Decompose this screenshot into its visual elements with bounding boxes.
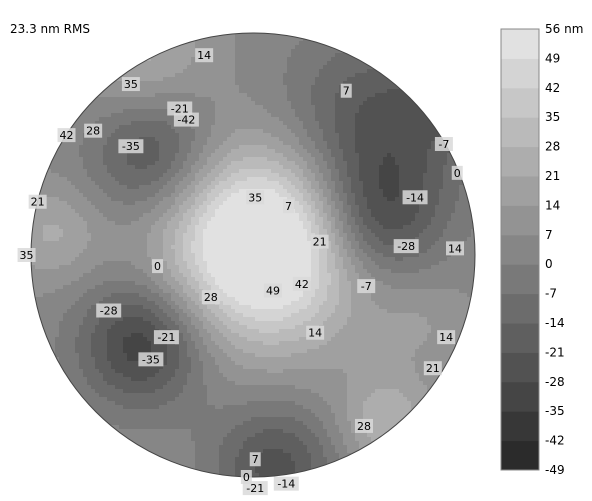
contour-label: 7 (283, 199, 294, 213)
contour-label: -21 (243, 481, 268, 495)
contour-label: 14 (437, 330, 455, 344)
contour-label: -35 (138, 352, 163, 366)
contour-bands (31, 33, 476, 478)
colorbar-tick-label: -21 (545, 345, 565, 359)
colorbar-tick-label: 7 (545, 228, 553, 242)
contour-label: 35 (122, 77, 140, 91)
contour-label: -35 (118, 139, 143, 153)
contour-label: 49 (264, 284, 282, 298)
contour-label: 21 (424, 361, 442, 375)
colorbar-tick-label: -49 (545, 463, 565, 477)
colorbar-band (501, 352, 539, 382)
colorbar-tick-label: 0 (545, 257, 553, 271)
contour-label: 21 (311, 235, 329, 249)
contour-label: -7 (435, 137, 453, 151)
contour-label: 28 (355, 419, 373, 433)
contour-label: -28 (96, 304, 121, 318)
colorbar-tick-label: 35 (545, 110, 560, 124)
colorbar-tick-label: 21 (545, 169, 560, 183)
colorbar-band (501, 58, 539, 88)
contour-label: 0 (152, 259, 163, 273)
colorbar-band (501, 176, 539, 206)
contour-label: 42 (58, 128, 76, 142)
contour-label: 35 (246, 190, 264, 204)
colorbar-tick-label: 56 nm (545, 22, 583, 36)
colorbar-band (501, 294, 539, 324)
colorbar-tick-label: 42 (545, 81, 560, 95)
colorbar-tick-label: 49 (545, 51, 560, 65)
contour-label: 28 (202, 290, 220, 304)
colorbar-band (501, 323, 539, 353)
contour-label: 21 (29, 195, 47, 209)
colorbar-tick-label: -14 (545, 316, 565, 330)
colorbar-tick-label: 14 (545, 198, 560, 212)
contour-label: -42 (174, 113, 199, 127)
colorbar-band (501, 235, 539, 265)
colorbar-band (501, 88, 539, 118)
colorbar-tick-label: -42 (545, 434, 565, 448)
contour-label: -14 (403, 190, 428, 204)
contour-label: 14 (306, 326, 324, 340)
colorbar-tick-label: -35 (545, 404, 565, 418)
contour-label: -21 (154, 330, 179, 344)
contour-label: 7 (341, 84, 352, 98)
colorbar-band (501, 117, 539, 147)
contour-label: 7 (250, 452, 261, 466)
contour-label: -14 (274, 477, 299, 491)
colorbar-band (501, 205, 539, 235)
contour-label: -7 (357, 279, 375, 293)
colorbar-tick-label: 28 (545, 140, 560, 154)
colorbar-band (501, 29, 539, 59)
colorbar-band (501, 411, 539, 441)
colorbar-tick-label: -7 (545, 287, 557, 301)
contour-label: 28 (84, 124, 102, 138)
colorbar: 56 nm 49 42 35 28 21 14 7 0 -7 -14 -21 -28 -35 -42 -49 (501, 22, 583, 477)
colorbar-band (501, 147, 539, 177)
contour-label: 35 (18, 248, 36, 262)
contour-label: 42 (293, 277, 311, 291)
contour-label: 14 (195, 48, 213, 62)
colorbar-band (501, 441, 539, 471)
contour-label: -28 (394, 239, 419, 253)
colorbar-tick-label: -28 (545, 375, 565, 389)
contour-label: 0 (452, 166, 463, 180)
contour-label: 14 (446, 241, 464, 255)
colorbar-band (501, 264, 539, 294)
colorbar-band (501, 382, 539, 412)
